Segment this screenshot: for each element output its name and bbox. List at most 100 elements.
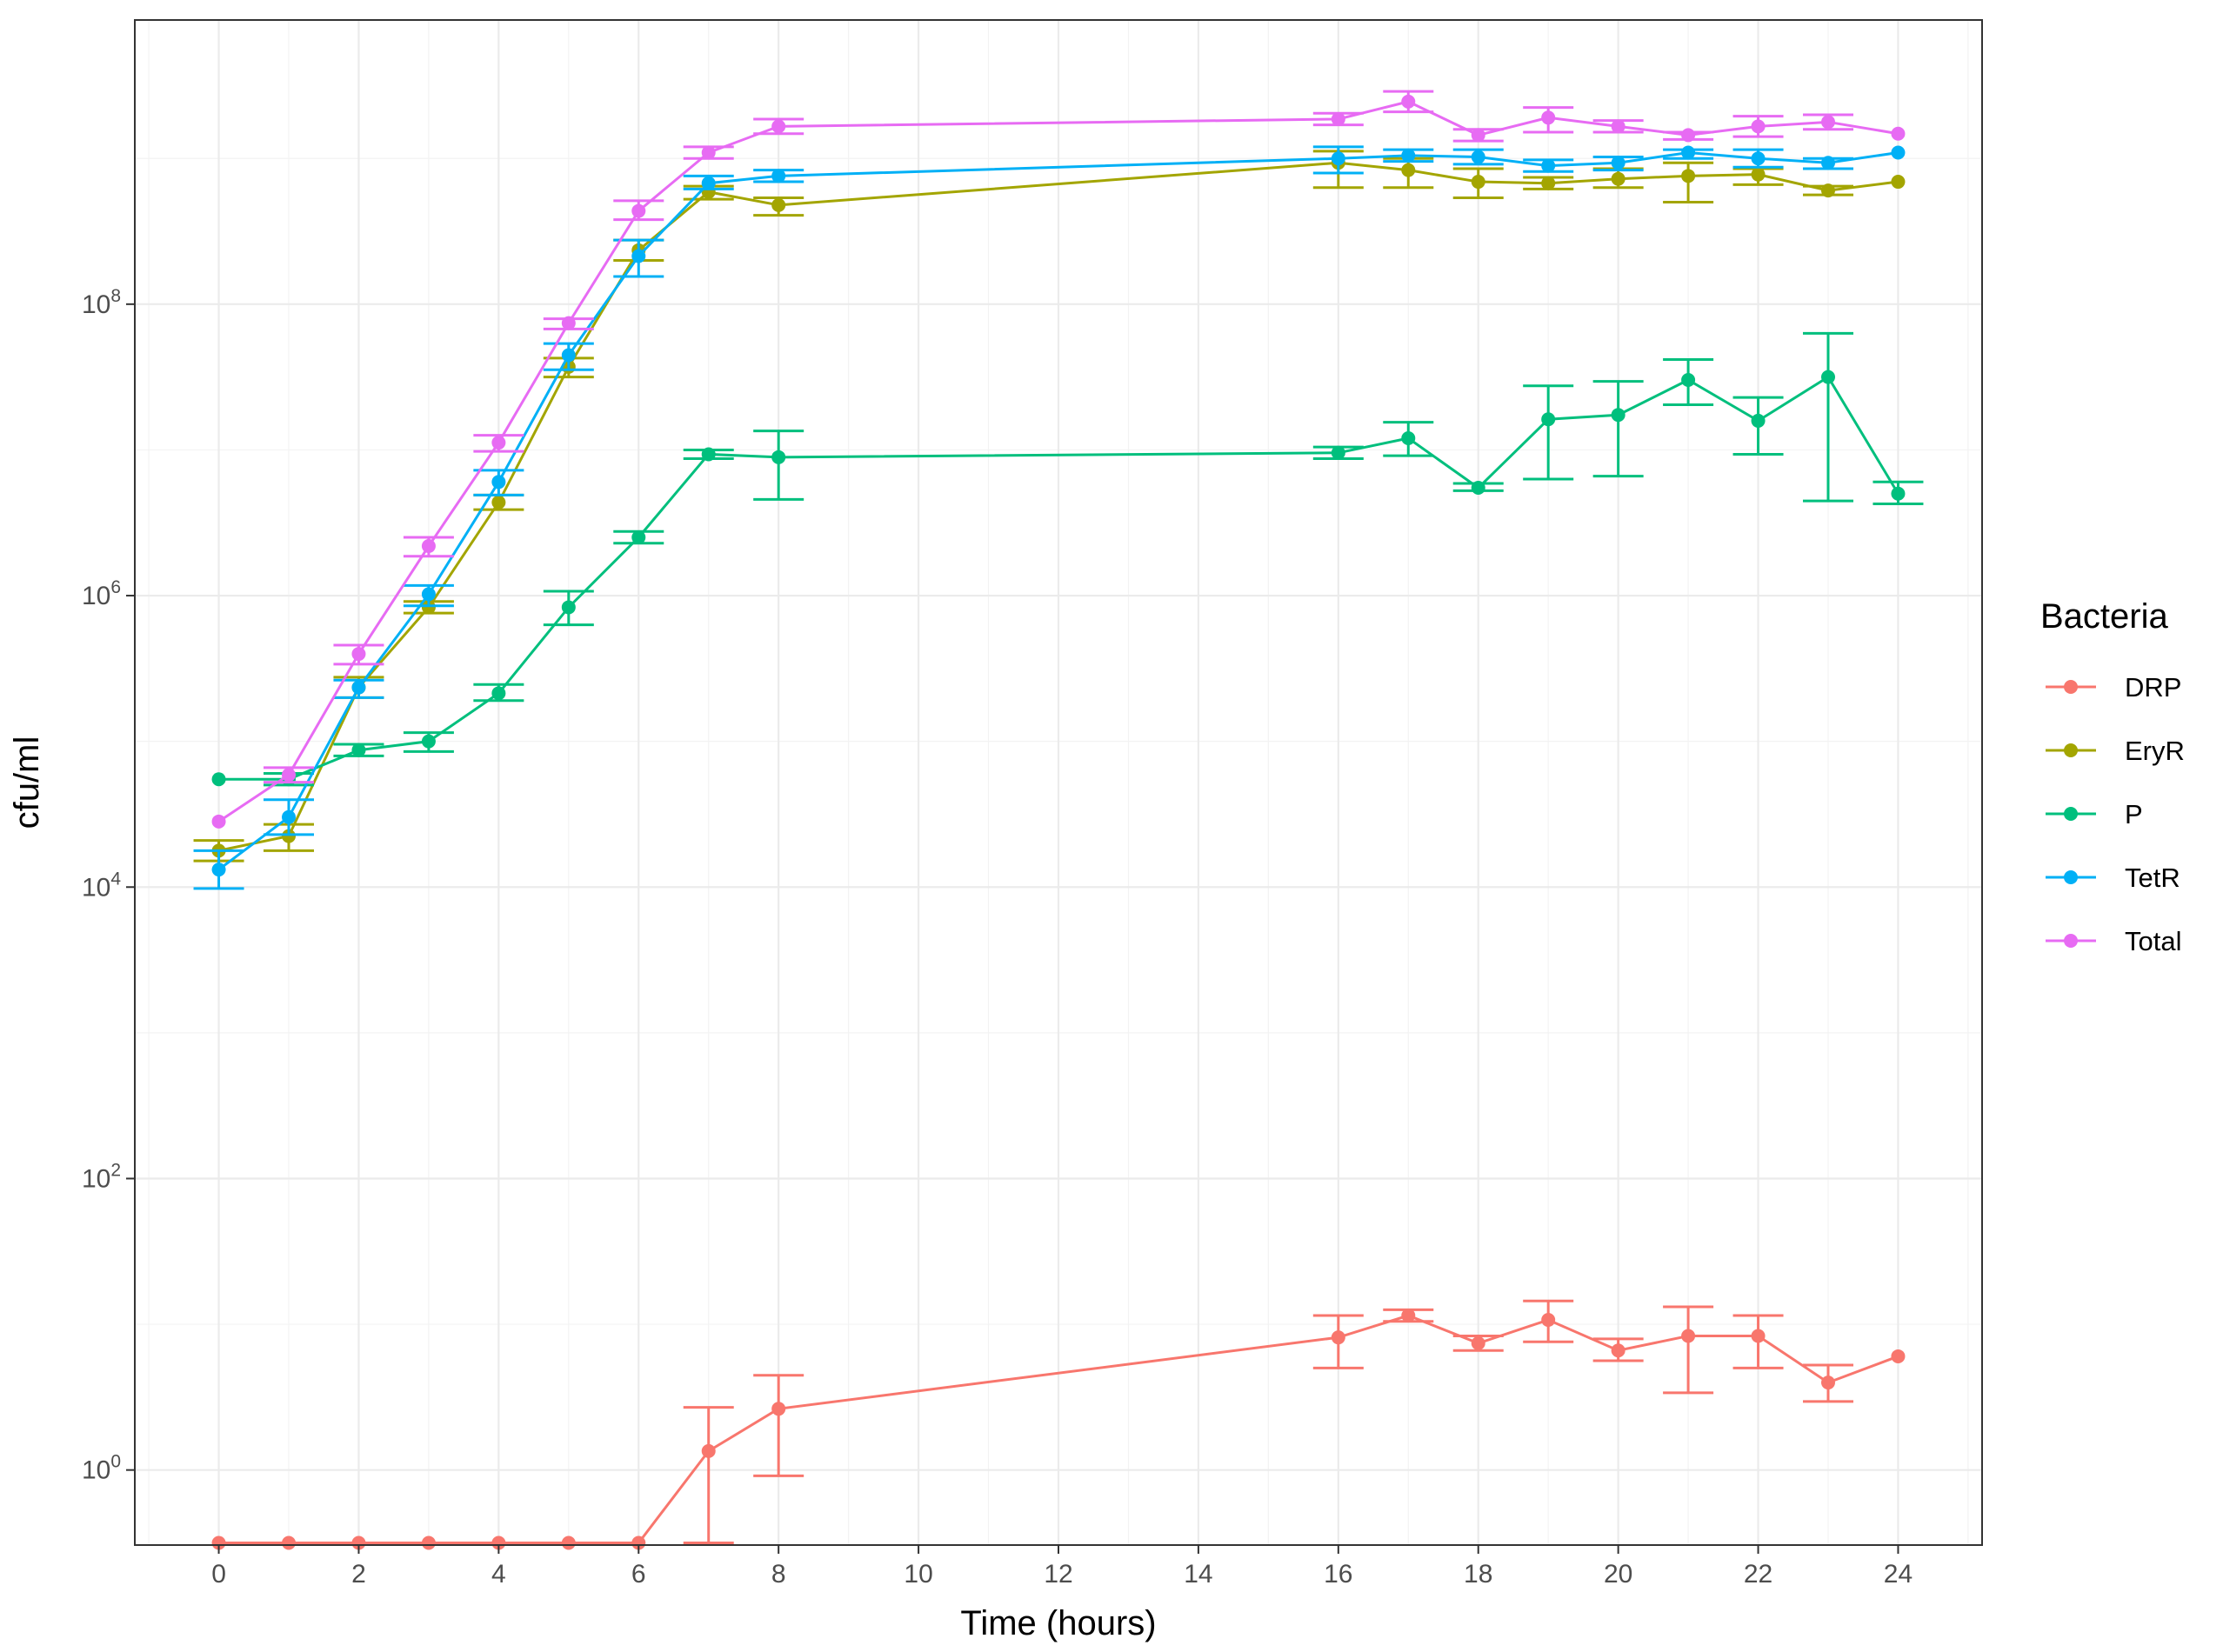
data-point xyxy=(1471,175,1485,190)
data-point xyxy=(1751,413,1766,428)
legend-key-point xyxy=(2064,934,2078,948)
legend-label: P xyxy=(2125,799,2143,829)
data-point xyxy=(561,316,576,330)
data-point xyxy=(211,772,226,787)
data-point xyxy=(771,119,786,134)
x-axis: 0 2 4 6 8 10 12 14 16 18 20 22 24 xyxy=(211,1545,1913,1589)
series-line xyxy=(218,375,1899,781)
data-point xyxy=(1891,1349,1906,1363)
data-point xyxy=(1611,156,1626,170)
data-point xyxy=(1751,151,1766,166)
y-tick-label: 100 xyxy=(82,1452,121,1485)
data-point xyxy=(1611,119,1626,134)
data-point xyxy=(1401,94,1416,109)
data-point xyxy=(211,814,226,829)
legend-key-point xyxy=(2064,807,2078,821)
data-point xyxy=(491,475,506,490)
y-axis-title: cfu/ml xyxy=(8,736,46,829)
series-line xyxy=(218,161,1899,852)
data-point xyxy=(1821,115,1835,130)
x-tick-label: 18 xyxy=(1464,1560,1492,1589)
data-point xyxy=(1331,1330,1345,1345)
x-tick-label: 4 xyxy=(491,1560,506,1589)
x-tick-label: 20 xyxy=(1604,1560,1632,1589)
data-point xyxy=(1821,1376,1835,1390)
data-point xyxy=(701,145,716,160)
data-point xyxy=(701,1443,716,1458)
data-point xyxy=(1401,1309,1416,1323)
data-point xyxy=(701,447,716,462)
x-tick-label: 22 xyxy=(1744,1560,1772,1589)
data-point xyxy=(771,197,786,212)
x-tick-label: 2 xyxy=(351,1560,366,1589)
series-p xyxy=(211,331,1924,787)
series-line xyxy=(218,1314,1899,1544)
data-point xyxy=(1751,1329,1766,1343)
data-point xyxy=(1821,370,1835,384)
data-point xyxy=(1751,167,1766,182)
x-tick-label: 8 xyxy=(771,1560,786,1589)
legend-key-point xyxy=(2064,870,2078,884)
data-point xyxy=(631,249,646,263)
y-axis: 100 102 104 106 108 xyxy=(82,286,135,1485)
data-point xyxy=(491,436,506,450)
data-point xyxy=(1331,111,1345,126)
data-point xyxy=(282,829,296,843)
series-line xyxy=(217,100,1899,823)
major-gridlines xyxy=(135,20,1982,1545)
x-tick-label: 14 xyxy=(1184,1560,1212,1589)
legend-key-point xyxy=(2064,680,2078,694)
series-tetr xyxy=(193,145,1906,890)
legend-item-tetr: TetR xyxy=(2046,863,2180,893)
data-point xyxy=(631,530,646,545)
data-point xyxy=(351,1535,366,1550)
x-tick-label: 10 xyxy=(904,1560,932,1589)
data-point xyxy=(1681,145,1696,160)
legend-title: Bacteria xyxy=(2040,597,2168,636)
x-axis-title: Time (hours) xyxy=(960,1604,1156,1642)
data-point xyxy=(1541,176,1556,190)
y-tick-label: 108 xyxy=(82,286,121,319)
data-point xyxy=(1821,156,1835,170)
data-point xyxy=(211,1535,226,1550)
series-total xyxy=(211,90,1906,829)
data-point xyxy=(211,863,226,877)
y-tick-label: 102 xyxy=(82,1160,121,1193)
data-point xyxy=(771,169,786,183)
data-point xyxy=(1611,171,1626,186)
data-point xyxy=(282,809,296,824)
series-layer xyxy=(193,90,1924,1550)
series-drp xyxy=(211,1299,1906,1550)
data-point xyxy=(1821,183,1835,198)
legend-item-eryr: EryR xyxy=(2046,736,2185,766)
legend-item-total: Total xyxy=(2046,926,2181,956)
data-point xyxy=(1541,1313,1556,1328)
legend-item-p: P xyxy=(2046,799,2143,829)
x-tick-label: 24 xyxy=(1884,1560,1913,1589)
data-point xyxy=(1891,145,1906,160)
data-point xyxy=(1751,119,1766,134)
data-point xyxy=(282,768,296,783)
y-tick-label: 106 xyxy=(82,577,121,610)
data-point xyxy=(561,600,576,615)
data-point xyxy=(631,203,646,218)
data-point xyxy=(561,348,576,363)
data-point xyxy=(1401,148,1416,163)
data-point xyxy=(701,176,716,190)
data-point xyxy=(1331,445,1345,460)
series-line xyxy=(217,151,1899,871)
data-point xyxy=(1471,481,1485,496)
data-point xyxy=(1611,1343,1626,1358)
data-point xyxy=(491,1535,506,1550)
data-point xyxy=(282,1535,296,1550)
data-point xyxy=(421,1535,436,1550)
data-point xyxy=(351,680,366,695)
data-point xyxy=(351,743,366,757)
data-point xyxy=(1681,372,1696,387)
legend-item-drp: DRP xyxy=(2046,672,2181,703)
data-point xyxy=(1471,1336,1485,1350)
data-point xyxy=(1891,175,1906,190)
x-tick-label: 6 xyxy=(631,1560,646,1589)
data-point xyxy=(1331,151,1345,166)
